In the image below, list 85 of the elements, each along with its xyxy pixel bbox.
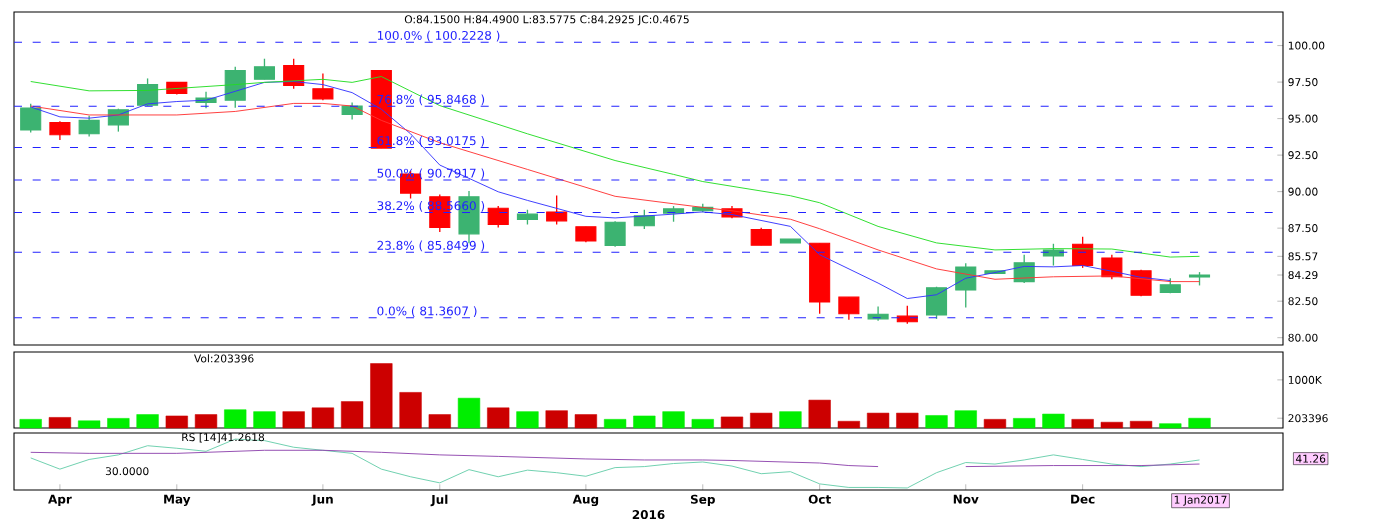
x-tick-label: Apr <box>48 494 72 507</box>
y-tick-label: 87.50 <box>1288 224 1318 233</box>
bar <box>487 407 510 429</box>
candlestick <box>546 194 568 226</box>
bar <box>1042 413 1065 429</box>
x-axis-title: 2016 <box>632 510 665 520</box>
bar <box>1129 421 1153 429</box>
x-tick-label: May <box>164 494 191 507</box>
line-series <box>30 76 1200 258</box>
bar <box>1071 419 1094 429</box>
bar <box>633 415 656 429</box>
bar <box>866 413 890 429</box>
ref-line-label: 38.2% ( 88.5660 ) <box>377 201 485 212</box>
y-tick-label: 95.00 <box>1288 114 1318 123</box>
bar <box>1159 423 1182 429</box>
y-tick-label: 90.00 <box>1288 187 1318 196</box>
candlestick <box>312 73 334 102</box>
x-tick-label: Sep <box>690 494 715 507</box>
bar <box>983 419 1007 429</box>
bar <box>779 411 802 429</box>
x-tick-label: Dec <box>1071 494 1095 504</box>
bar <box>224 409 247 429</box>
x-tick-label: Jul <box>430 494 448 507</box>
annotation: 30.0000 <box>105 467 149 476</box>
bar <box>925 415 948 429</box>
bar <box>896 413 919 429</box>
bar <box>954 410 977 429</box>
candlestick <box>20 103 42 134</box>
bar <box>1188 418 1211 429</box>
candlestick <box>283 58 305 90</box>
annotation: Vol:203396 <box>194 354 254 363</box>
ref-line-label: 23.8% ( 85.8499 ) <box>377 240 485 252</box>
candlestick <box>78 115 100 138</box>
bar <box>603 419 627 429</box>
bar <box>457 398 481 429</box>
ref-line-label: 0.0% ( 81.3607 ) <box>377 306 477 318</box>
bar <box>1100 422 1123 429</box>
y-tick-label: 1000K <box>1288 376 1323 385</box>
bar <box>370 363 393 429</box>
bar <box>78 420 101 429</box>
y-tick-label: 97.50 <box>1288 78 1318 87</box>
bar <box>691 419 714 429</box>
candlestick <box>49 120 71 141</box>
bar <box>545 410 568 429</box>
y-tick-label: 84.29 <box>1288 271 1318 280</box>
x-tick-label: Jun <box>311 494 333 507</box>
y-tick-label: 92.50 <box>1288 151 1318 160</box>
bar <box>516 411 539 429</box>
bar <box>808 400 831 429</box>
y-tick-label: 85.57 <box>1288 252 1318 261</box>
candlestick <box>838 296 860 321</box>
y-tick-label: 80.00 <box>1288 333 1318 342</box>
candlestick <box>1042 243 1064 267</box>
bar <box>194 414 218 429</box>
annotation: O:84.1500 H:84.4900 L:83.5775 C:84.2925 JC:0.4675 <box>404 15 689 26</box>
bar <box>428 414 451 429</box>
bar <box>282 411 305 429</box>
x-tick-label: Aug <box>572 494 599 507</box>
x-tick-label: Nov <box>953 494 979 504</box>
y-tick-label: 100.00 <box>1288 41 1325 50</box>
bar <box>1013 418 1036 429</box>
bar <box>574 414 598 429</box>
bar <box>107 418 130 429</box>
bar <box>341 401 364 429</box>
ref-line-label: 100.0% ( 100.2228 ) <box>377 30 500 42</box>
bar <box>399 392 422 429</box>
bar <box>253 411 276 429</box>
bar <box>662 411 685 429</box>
candlestick <box>487 205 509 229</box>
bar <box>136 414 159 429</box>
text: 1 Jan2017 <box>1174 495 1227 506</box>
bar <box>19 419 42 429</box>
bar <box>720 416 744 429</box>
bar <box>165 415 188 429</box>
bar <box>750 413 773 429</box>
bar <box>837 421 860 429</box>
candlestick <box>604 220 626 248</box>
y-tick-label: 203396 <box>1288 414 1328 423</box>
bar <box>311 407 335 429</box>
y-tick-label: 82.50 <box>1288 297 1318 306</box>
annotation: RS [14]41.2618 <box>182 433 265 443</box>
bar <box>48 417 72 429</box>
candlestick <box>253 58 276 81</box>
text: 41.26 <box>1295 454 1326 463</box>
x-tick-label: Oct <box>808 494 831 504</box>
